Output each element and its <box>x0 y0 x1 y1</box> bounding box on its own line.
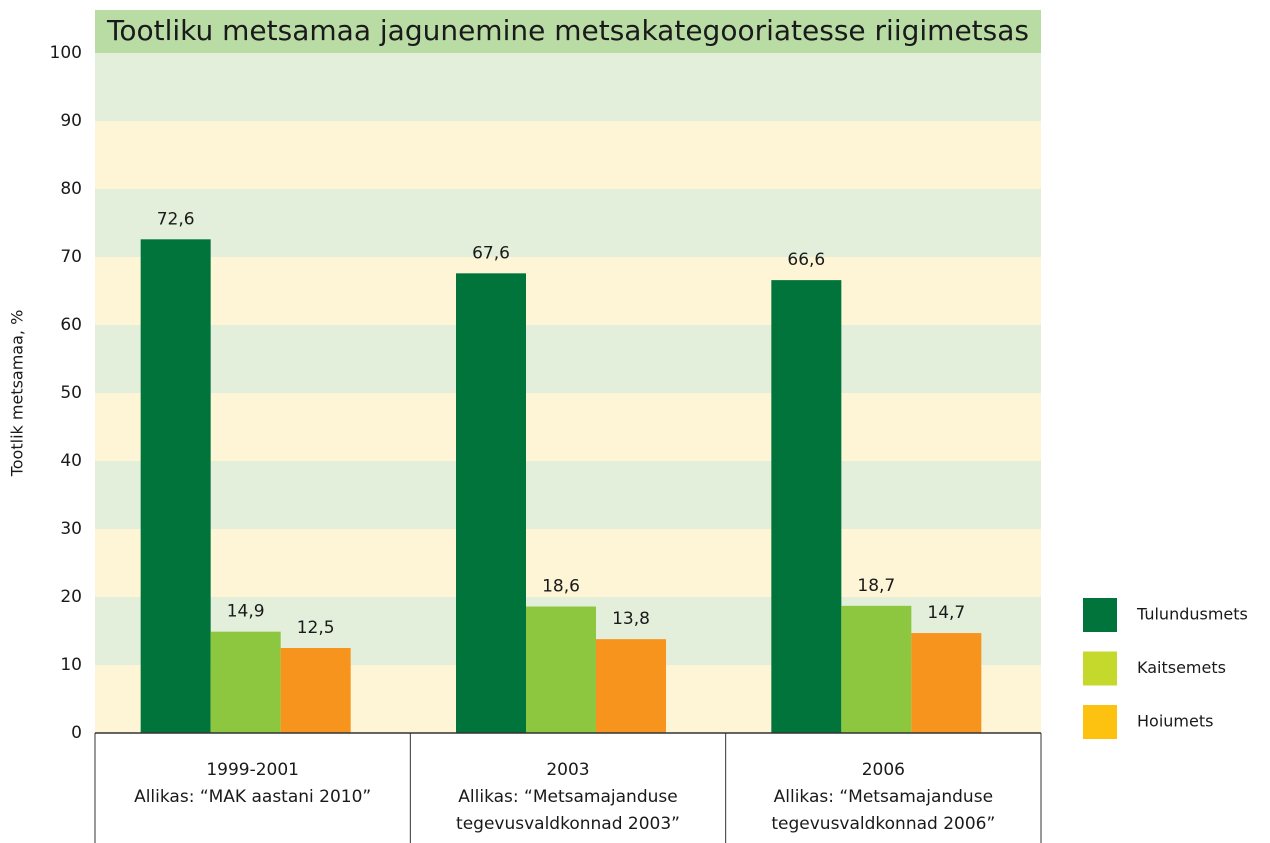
legend-swatch <box>1083 705 1117 739</box>
value-label: 18,6 <box>542 577 580 597</box>
value-label: 13,8 <box>612 609 650 629</box>
y-tick-label: 40 <box>60 451 82 471</box>
bar <box>841 605 912 733</box>
grid-band <box>95 461 1041 529</box>
x-tick-label: Allikas: “MAK aastani 2010” <box>134 787 371 807</box>
x-tick-label: tegevusvaldkonnad 2003” <box>456 814 680 834</box>
bar <box>210 631 281 733</box>
legend-swatch <box>1083 598 1117 632</box>
y-tick-label: 60 <box>60 315 82 335</box>
grid-band <box>95 325 1041 393</box>
legend-label: Hoiumets <box>1137 712 1213 731</box>
value-label: 66,6 <box>787 250 825 270</box>
grid-band <box>95 189 1041 257</box>
bar <box>771 280 842 733</box>
y-tick-label: 20 <box>60 587 82 607</box>
value-label: 12,5 <box>297 618 335 638</box>
y-tick-label: 0 <box>71 723 82 743</box>
legend-swatch <box>1083 651 1117 686</box>
x-tick-label: Allikas: “Metsamajanduse <box>774 787 993 807</box>
x-tick-label: tegevusvaldkonnad 2006” <box>771 814 995 834</box>
value-label: 14,9 <box>227 602 265 622</box>
grid-band <box>95 529 1041 597</box>
x-tick-label: 2003 <box>546 760 589 780</box>
y-tick-label: 30 <box>60 519 82 539</box>
legend-label: Tulundusmets <box>1136 605 1248 624</box>
grid-band <box>95 257 1041 325</box>
y-tick-label: 10 <box>60 655 82 675</box>
y-tick-label: 50 <box>60 383 82 403</box>
legend-label: Kaitsemets <box>1137 658 1226 677</box>
y-tick-label: 90 <box>60 111 82 131</box>
bar <box>280 648 351 733</box>
x-tick-label: 2006 <box>862 760 905 780</box>
bar <box>140 239 211 733</box>
chart-title: Tootliku metsamaa jagunemine metsakatego… <box>106 14 1029 47</box>
grid-band <box>95 121 1041 189</box>
y-axis-label: Tootlik metsamaa, % <box>8 310 27 478</box>
x-tick-label: Allikas: “Metsamajanduse <box>458 787 677 807</box>
value-label: 18,7 <box>857 576 895 596</box>
bar <box>596 639 666 733</box>
value-label: 72,6 <box>157 209 195 229</box>
grid-band <box>95 53 1041 121</box>
bar <box>456 273 526 733</box>
value-label: 14,7 <box>927 603 965 623</box>
y-tick-label: 80 <box>60 179 82 199</box>
title-band <box>95 10 1041 53</box>
y-tick-label: 100 <box>50 43 82 63</box>
bar <box>911 633 982 733</box>
x-tick-label: 1999-2001 <box>206 760 299 780</box>
y-tick-label: 70 <box>60 247 82 267</box>
bar <box>526 606 596 733</box>
grid-band <box>95 393 1041 461</box>
value-label: 67,6 <box>472 243 510 263</box>
